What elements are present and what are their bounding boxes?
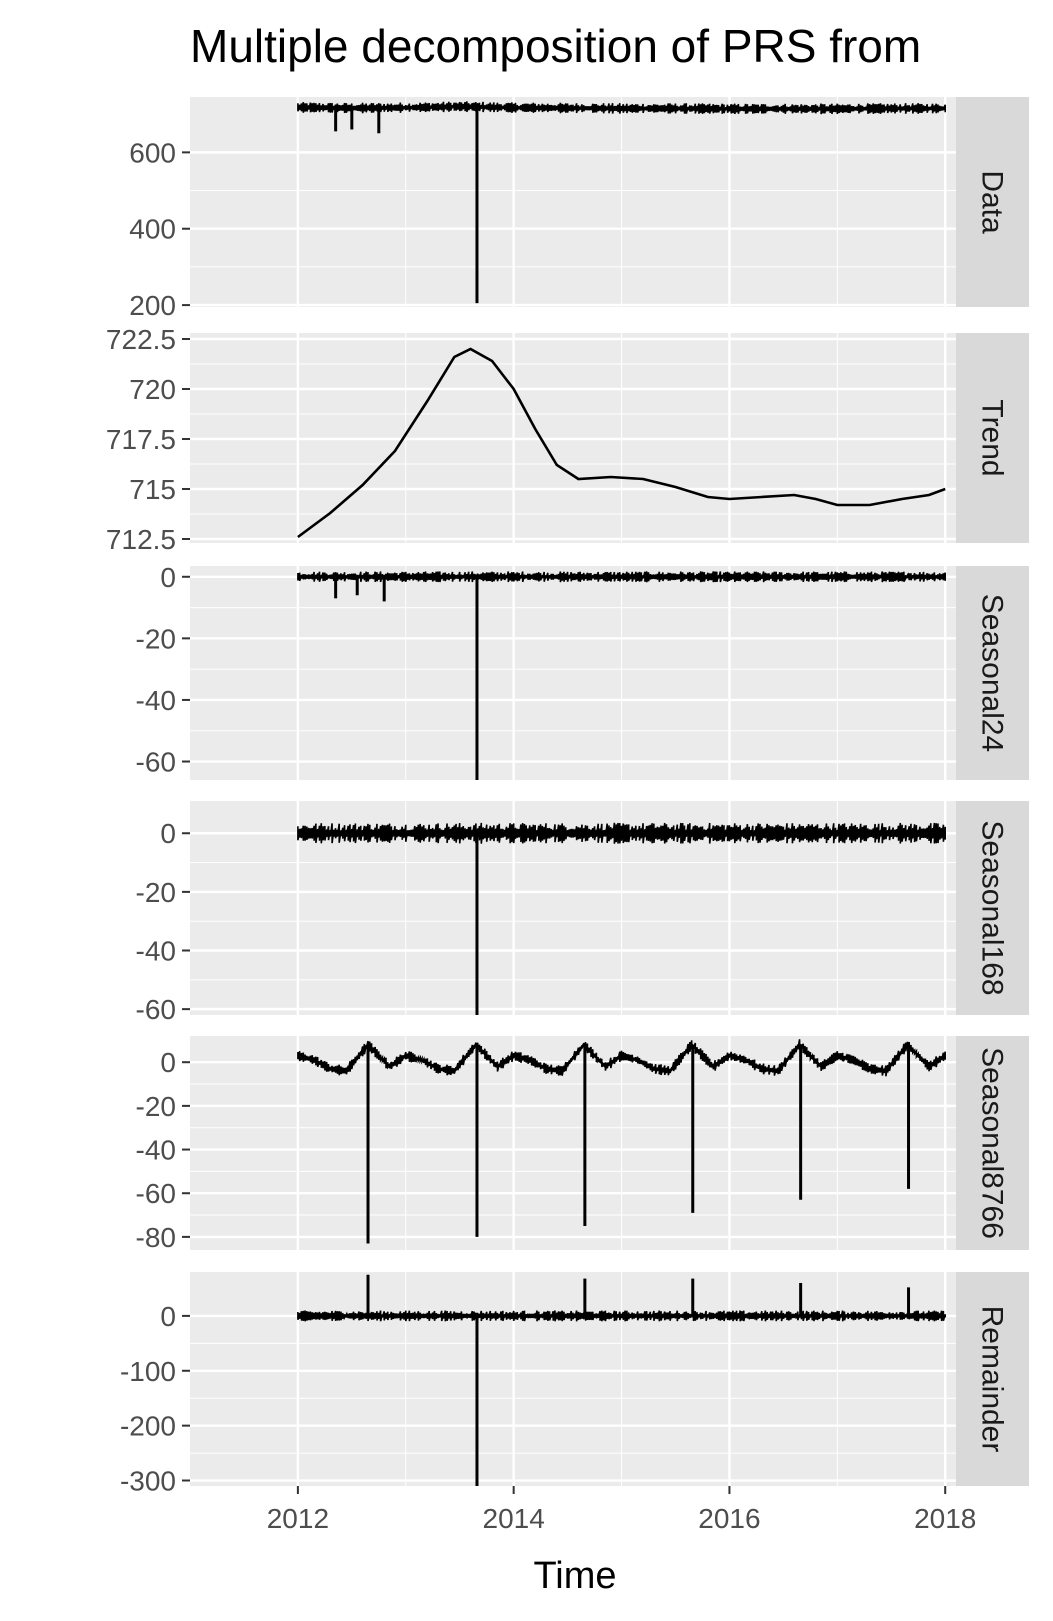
panels-layer: 200 400 600 Data 712.5 715 717.5 720 722.5 Trend -… [106, 97, 1029, 1497]
facet-strip [956, 333, 1029, 543]
y-tick-label: 722.5 [106, 324, 176, 355]
panel-data: 200 400 600 Data [129, 97, 1029, 321]
y-tick-label: -40 [136, 685, 176, 716]
y-tick-label: -20 [136, 623, 176, 654]
series-noise [297, 822, 946, 844]
y-tick-label: -200 [120, 1411, 176, 1442]
y-tick-label: 715 [129, 474, 176, 505]
facet-label: Seasonal168 [976, 820, 1009, 995]
panel-seasonal24: -60 -40 -20 0 Seasonal24 [136, 562, 1029, 780]
y-tick-label: -60 [136, 1178, 176, 1209]
y-tick-label: 717.5 [106, 424, 176, 455]
y-tick-label: -80 [136, 1222, 176, 1253]
facet-label: Seasonal8766 [976, 1047, 1009, 1239]
y-tick-label: -20 [136, 1091, 176, 1122]
facet-label: Data [976, 170, 1009, 234]
y-tick-label: -40 [136, 936, 176, 967]
panel-background [190, 1272, 956, 1486]
panel-background [190, 97, 956, 307]
series-noise [297, 1310, 946, 1322]
y-tick-label: 0 [160, 562, 176, 593]
panel-background [190, 1036, 956, 1250]
y-tick-label: -60 [136, 747, 176, 778]
x-tick-label: 2014 [483, 1503, 545, 1534]
y-tick-label: 712.5 [106, 524, 176, 555]
chart-title: Multiple decomposition of PRS from [190, 20, 921, 72]
y-tick-label: -40 [136, 1135, 176, 1166]
y-tick-label: -300 [120, 1466, 176, 1497]
panel-trend: 712.5 715 717.5 720 722.5 Trend [106, 324, 1029, 555]
facet-strip [956, 97, 1029, 307]
y-tick-label: -60 [136, 994, 176, 1025]
x-tick-label: 2018 [914, 1503, 976, 1534]
facet-strip [956, 801, 1029, 1015]
y-tick-label: -100 [120, 1356, 176, 1387]
panel-seasonal168: -60 -40 -20 0 Seasonal168 [136, 801, 1029, 1025]
facet-label: Seasonal24 [976, 594, 1009, 752]
y-tick-label: 0 [160, 1047, 176, 1078]
facet-strip [956, 566, 1029, 780]
y-tick-label: 200 [129, 290, 176, 321]
series-noise [297, 571, 946, 583]
y-tick-label: 720 [129, 374, 176, 405]
y-tick-label: 0 [160, 1301, 176, 1332]
series-noise [297, 1039, 946, 1077]
series-noise [297, 101, 946, 115]
y-tick-label: 600 [129, 137, 176, 168]
panel-background [190, 566, 956, 780]
y-tick-label: 400 [129, 214, 176, 245]
y-tick-label: -20 [136, 877, 176, 908]
facet-label: Trend [976, 399, 1009, 476]
facet-strip [956, 1036, 1029, 1250]
panel-seasonal8766: -80 -60 -40 -20 0 Seasonal8766 [136, 1036, 1029, 1253]
panel-remainder: -300 -200 -100 0 Remainder [120, 1272, 1029, 1497]
x-tick-label: 2016 [698, 1503, 760, 1534]
x-tick-label: 2012 [267, 1503, 329, 1534]
facet-label: Remainder [976, 1306, 1009, 1453]
x-axis-title: Time [533, 1555, 616, 1597]
series-line [297, 347, 946, 539]
y-tick-label: 0 [160, 818, 176, 849]
x-axis: 2012 2014 2016 2018 [267, 1486, 976, 1534]
facet-strip [956, 1272, 1029, 1486]
